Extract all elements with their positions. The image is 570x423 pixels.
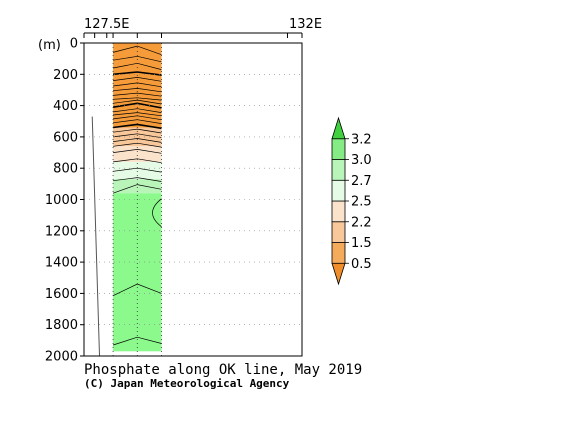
contour-line-16: [113, 128, 162, 134]
contour-line-6: [113, 88, 162, 93]
colorbar-segment-6: [331, 138, 346, 160]
y-tick-label-2000: 2000: [45, 350, 78, 365]
contour-line-5: [113, 82, 162, 88]
contour-line-26: [112, 336, 162, 346]
y-tick-label-1000: 1000: [45, 193, 78, 208]
y-tick-label-600: 600: [53, 130, 78, 145]
contour-line-8: [113, 97, 162, 101]
y-axis-label: (m): [38, 38, 61, 53]
colorbar: 0.5 1.5 2.2 2.5 2.7 3.0 3.2: [331, 116, 372, 286]
contour-line-15: [112, 123, 162, 130]
fill-band-1: [113, 127, 162, 147]
contour-line-20: [113, 149, 162, 154]
bottom-profile-line: [91, 116, 101, 357]
contour-line-0: [113, 45, 162, 56]
contour-line-21: [113, 158, 162, 164]
y-tick-label-800: 800: [53, 162, 78, 177]
contour-line-1: [113, 55, 162, 63]
colorbar-label-2: 2.2: [351, 215, 372, 230]
concentration-fill: [113, 43, 162, 352]
fill-band-2: [113, 146, 162, 162]
contour-line-17: [113, 133, 162, 139]
y-tick-label-0: 0: [70, 37, 78, 52]
fill-band-3: [113, 161, 162, 180]
x-tick-label-right: 132E: [289, 17, 322, 32]
contour-line-11: [113, 108, 162, 113]
colorbar-label-1: 1.5: [351, 236, 372, 251]
contour-line-7: [113, 92, 162, 97]
y-tick-label-1800: 1800: [45, 318, 78, 333]
contour-line-4: [113, 77, 162, 82]
colorbar-segment-7: [331, 116, 346, 140]
colorbar-segment-3: [331, 200, 346, 223]
fill-band-4: [113, 179, 162, 194]
colorbar-label-5: 3.0: [351, 153, 372, 168]
y-tick-label-200: 200: [53, 68, 78, 83]
contour-line-24: [112, 184, 162, 194]
colorbar-segment-5: [331, 159, 346, 181]
colorbar-segment-0: [331, 262, 346, 286]
contour-closed-arc: [152, 198, 162, 228]
colorbar-label-0: 0.5: [351, 257, 372, 272]
colorbar-segment-4: [331, 179, 346, 202]
contour-line-9: [113, 99, 162, 105]
colorbar-label-3: 2.5: [351, 195, 372, 210]
y-tick-label-1400: 1400: [45, 256, 78, 271]
chart-title: Phosphate along OK line, May 2019: [84, 362, 362, 378]
contour-line-22: [113, 167, 162, 173]
y-tick-label-1200: 1200: [45, 224, 78, 239]
contour-lines: [91, 45, 162, 357]
chart-credit: (C) Japan Meteorological Agency: [84, 377, 290, 390]
colorbar-segment-1: [331, 242, 346, 264]
colorbar-label-4: 2.7: [351, 174, 372, 189]
colorbar-segment-2: [331, 221, 346, 243]
colorbar-label-6: 3.2: [351, 132, 372, 147]
x-tick-label-left: 127.5E: [84, 17, 129, 32]
contour-line-18: [113, 138, 162, 143]
y-tick-label-400: 400: [53, 99, 78, 114]
contour-line-12: [113, 112, 162, 117]
y-tick-label-1600: 1600: [45, 287, 78, 302]
contour-line-23: [113, 177, 162, 182]
axes: 0 200 400 600 800 1000 1200 1400 1600 1800 2000: [45, 32, 303, 365]
grid-lines: [84, 43, 302, 356]
